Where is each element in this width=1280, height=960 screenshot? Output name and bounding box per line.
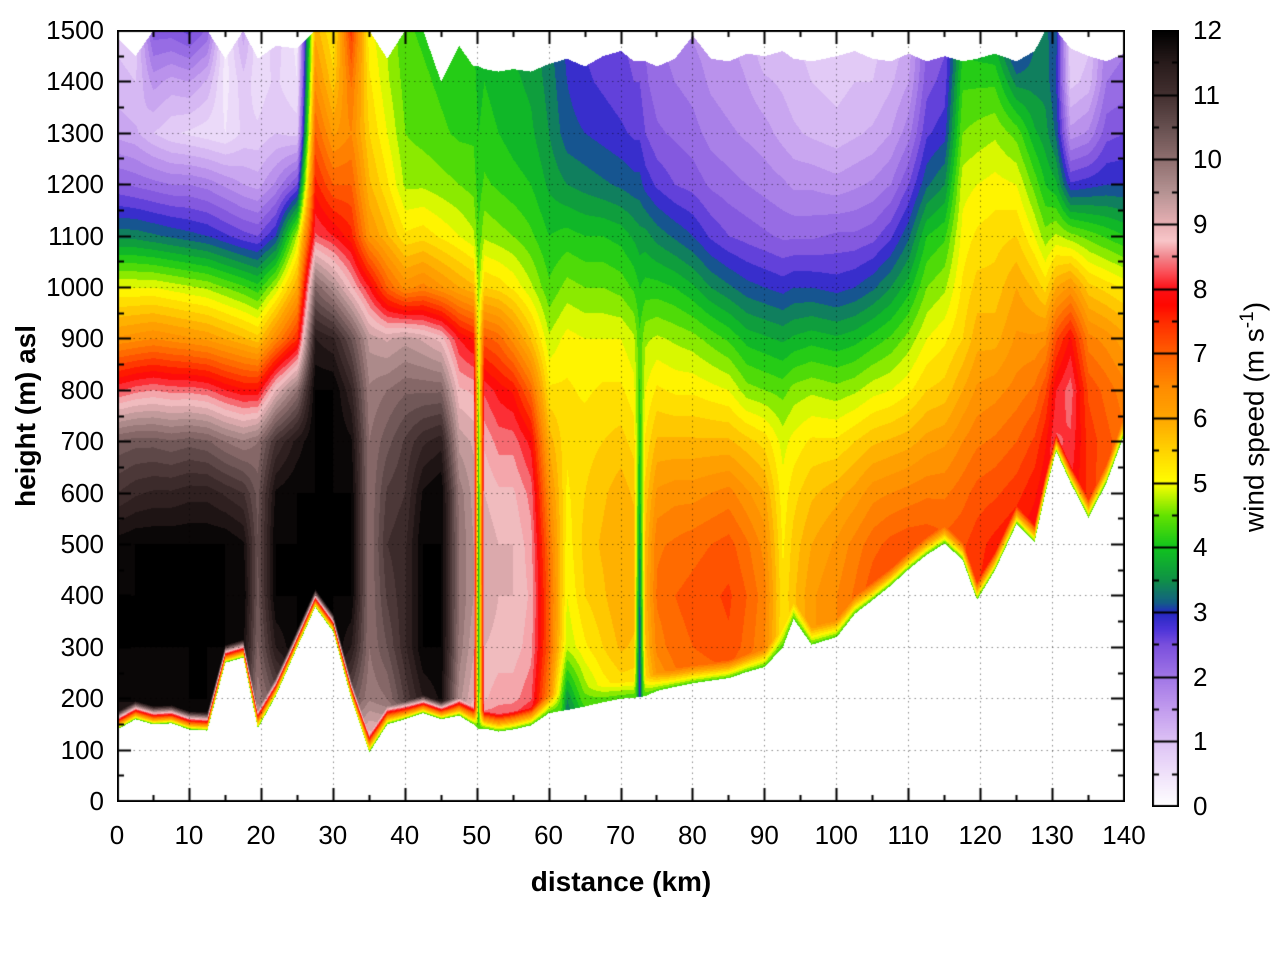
colorbar-tick-label: 6 (1193, 403, 1208, 433)
y-tick-label: 900 (60, 323, 104, 354)
colorbar-tick-label: 5 (1193, 467, 1208, 498)
x-tick-label: 0 (109, 820, 125, 850)
x-tick-label: 100 (814, 820, 858, 850)
y-tick-label: 1100 (48, 220, 104, 251)
colorbar-tick-label: 4 (1193, 532, 1208, 563)
x-tick-label: 130 (1030, 820, 1074, 850)
y-tick-label: 500 (60, 529, 104, 559)
y-tick-label: 1500 (46, 15, 104, 45)
x-tick-label: 20 (246, 820, 276, 850)
x-tick-label: 30 (318, 820, 348, 850)
y-tick-label: 600 (60, 477, 104, 508)
y-tick-label: 800 (60, 374, 104, 405)
x-axis-title: distance (km) (530, 866, 712, 897)
x-tick-label: 140 (1102, 820, 1146, 850)
y-tick-label: 0 (89, 786, 104, 816)
x-tick-label: 90 (749, 820, 779, 850)
x-tick-label: 120 (958, 820, 1002, 850)
colorbar-title-superscript: -1 (1237, 311, 1258, 329)
x-tick-label: 60 (534, 820, 564, 850)
heatmap-plot-canvas (117, 30, 1125, 802)
y-tick-label: 100 (60, 734, 104, 765)
colorbar-tick-label: 2 (1193, 661, 1208, 692)
colorbar-tick-label: 1 (1193, 726, 1208, 757)
y-tick-label: 1300 (46, 117, 104, 148)
y-tick-label: 1400 (46, 66, 104, 97)
colorbar-tick-label: 11 (1193, 79, 1220, 110)
y-tick-label: 200 (60, 683, 104, 714)
x-tick-label: 110 (887, 820, 929, 850)
y-tick-label: 1000 (46, 272, 104, 302)
colorbar-tick-label: 9 (1193, 209, 1208, 239)
colorbar-tick-label: 3 (1193, 597, 1208, 627)
colorbar-tick-label: 12 (1193, 15, 1222, 45)
x-tick-label: 40 (390, 820, 420, 850)
colorbar-tick-label: 8 (1193, 273, 1208, 304)
y-tick-label: 300 (60, 631, 104, 662)
y-tick-label: 1200 (46, 169, 104, 200)
colorbar-tick-label: 7 (1193, 338, 1208, 369)
colorbar-canvas (1152, 30, 1179, 807)
x-tick-label: 70 (606, 820, 635, 850)
x-tick-label: 50 (462, 820, 492, 850)
colorbar-tick-label: 0 (1193, 791, 1208, 821)
y-tick-label: 400 (60, 580, 104, 611)
colorbar-tick-label: 10 (1193, 144, 1222, 175)
x-tick-label: 80 (677, 820, 707, 850)
y-tick-label: 700 (60, 426, 104, 457)
x-tick-label: 10 (174, 820, 204, 850)
